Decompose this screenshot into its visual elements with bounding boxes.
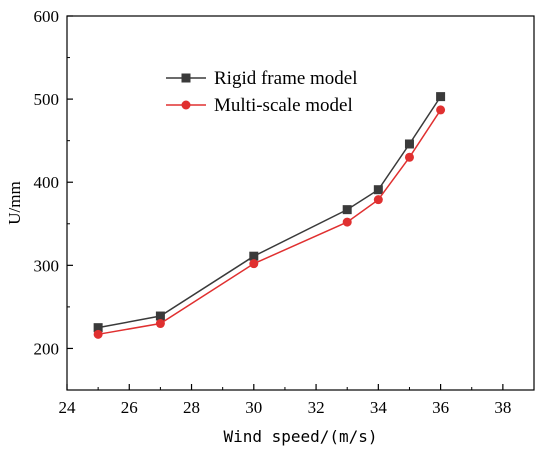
- y-tick-label: 300: [34, 256, 60, 275]
- data-point: [155, 319, 165, 329]
- series-line: [98, 109, 442, 336]
- data-point: [342, 205, 352, 215]
- x-tick-label: 34: [370, 398, 388, 417]
- x-tick-label: 30: [245, 398, 262, 417]
- x-axis: 24 26 28 30 32 34 36 38: [59, 384, 511, 417]
- legend-item: Rigid frame model: [166, 68, 358, 89]
- series-2: [93, 105, 446, 339]
- legend-item: Multi-scale model: [166, 95, 353, 116]
- x-axis-label: Wind speed/(m/s): [223, 427, 377, 446]
- y-tick-label: 600: [34, 7, 60, 26]
- data-point: [404, 152, 414, 162]
- legend-marker: [181, 73, 191, 83]
- y-tick-label: 500: [34, 90, 60, 109]
- data-point: [249, 259, 259, 269]
- data-point: [93, 323, 103, 333]
- data-point: [342, 217, 352, 227]
- data-point: [249, 251, 259, 261]
- data-point: [93, 329, 103, 339]
- x-tick-label: 28: [183, 398, 200, 417]
- data-point: [436, 105, 446, 115]
- series-1: [93, 92, 446, 333]
- y-axis: 200 300 400 500 600: [34, 7, 73, 391]
- legend-marker: [181, 100, 191, 110]
- data-point: [436, 92, 446, 102]
- plot-area: [66, 15, 535, 391]
- data-point: [373, 195, 383, 205]
- x-tick-label: 32: [308, 398, 325, 417]
- data-point: [155, 311, 165, 321]
- x-tick-label: 36: [432, 398, 449, 417]
- x-tick-label: 38: [494, 398, 511, 417]
- series-layer: [93, 92, 446, 339]
- series-line: [97, 96, 442, 329]
- x-tick-label: 26: [121, 398, 138, 417]
- legend-label: Multi-scale model: [214, 95, 353, 116]
- data-point: [373, 185, 383, 195]
- y-tick-label: 400: [34, 173, 60, 192]
- legend-label: Rigid frame model: [214, 68, 358, 89]
- x-tick-label: 24: [59, 398, 77, 417]
- plot-frame: [66, 15, 535, 391]
- y-tick-label: 200: [34, 339, 60, 358]
- legend: Rigid frame model Multi-scale model: [166, 68, 358, 116]
- data-point: [404, 139, 414, 149]
- y-axis-label: U/mm: [5, 181, 24, 224]
